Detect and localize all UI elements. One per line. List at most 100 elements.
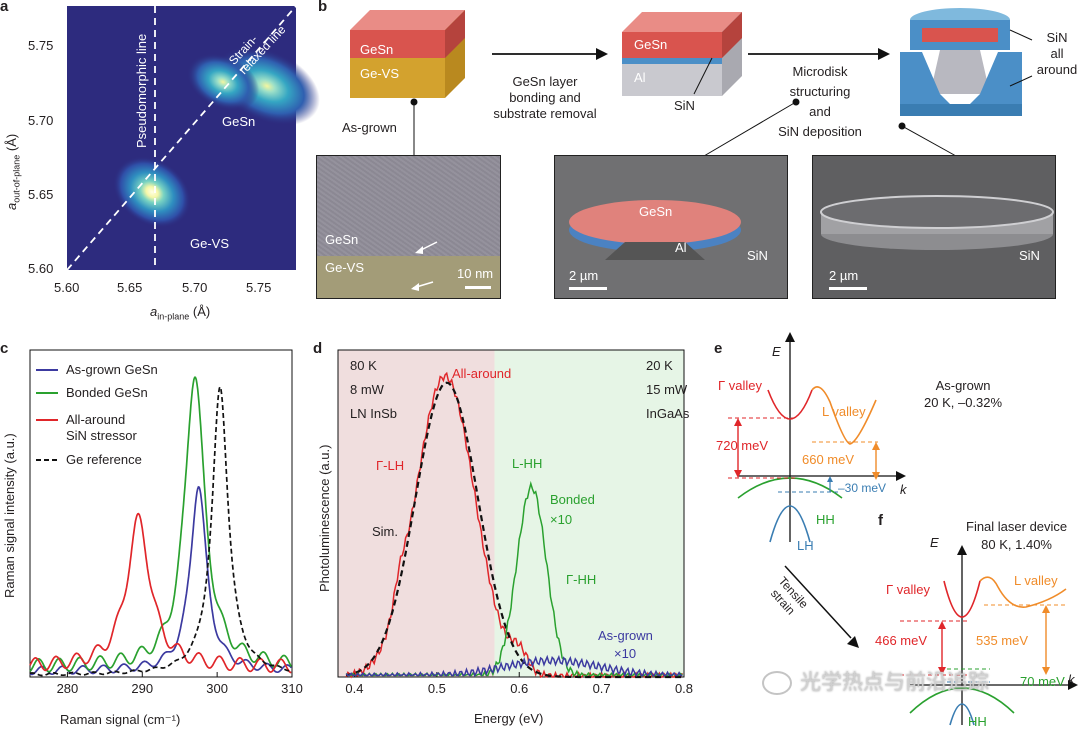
band-diagram-f <box>900 545 1078 726</box>
sin-all-around-pointers <box>1009 29 1033 87</box>
c-legend-label: As-grown GeSn <box>66 362 158 377</box>
microdisk-block <box>900 8 1022 116</box>
a-xlabel: ain-plane (Å) <box>150 304 211 322</box>
panel-a-map <box>66 5 320 271</box>
f-split: 70 meV <box>1020 674 1065 689</box>
c-xtick-label: 280 <box>57 681 79 696</box>
d-ann-lhh: L-HH <box>512 456 542 471</box>
d-right-region <box>494 350 684 677</box>
e-gamma-valley: Γ valley <box>718 378 763 393</box>
c-ylabel: Raman signal intensity (a.u.) <box>2 433 17 598</box>
d-right-condition: 20 K <box>646 358 673 373</box>
e-hh: HH <box>816 512 835 527</box>
sem1-scale: 2 µm <box>569 268 599 283</box>
bonded-block <box>622 12 742 96</box>
c-series-0 <box>29 485 292 676</box>
panel-d-chart: 0.4 0.5 0.6 0.7 0.8 80 K 8 mW LN InSb 20 K 15 mW I… <box>337 349 693 696</box>
sin-all-around-label: SiN all around <box>1036 30 1078 77</box>
e-l-valley: L valley <box>822 404 866 419</box>
sem2-scale: 2 µm <box>829 268 859 283</box>
e-lh: LH <box>797 538 814 553</box>
f-hh: HH <box>968 714 987 729</box>
e-title: As-grown 20 K, –0.32% <box>924 378 1003 410</box>
c-xtick-label: 310 <box>281 681 303 696</box>
gesn-peak-core <box>186 53 260 111</box>
tem-gevs: Ge-VS <box>325 260 365 275</box>
gevs-peak <box>113 156 191 228</box>
e-axis-e: E <box>772 344 781 359</box>
panel-letter-c: c <box>0 340 9 357</box>
tem-scale: 10 nm <box>457 266 494 281</box>
gevs-label: Ge-VS <box>190 236 230 251</box>
a-ytick: 5.70 <box>28 113 54 128</box>
d-left-condition: 80 K <box>350 358 377 373</box>
e-gap-l: 660 meV <box>802 452 855 467</box>
block2-gesn: GeSn <box>634 37 668 52</box>
band-diagram-e <box>728 332 906 543</box>
d-right-condition: 15 mW <box>646 382 688 397</box>
d-xtick-label: 0.5 <box>428 681 446 696</box>
e-gap-gamma: 720 meV <box>716 438 769 453</box>
panel-c-chart: 280 290 300 310 As-grown GeSn Bonded GeSn All-… <box>29 349 303 696</box>
f-title: Final laser device 80 K, 1.40% <box>966 519 1068 552</box>
c-legend-label: Bonded GeSn <box>66 385 148 400</box>
sem1-gesn: GeSn <box>639 204 673 219</box>
sin-pointer <box>693 57 713 95</box>
d-ann-bonded: Bonded <box>550 492 595 507</box>
a-ytick: 5.75 <box>28 38 54 53</box>
d-left-condition: LN InSb <box>350 406 397 421</box>
c-series-2 <box>29 512 292 674</box>
f-axis-e: E <box>930 535 939 550</box>
d-plot-frame <box>337 349 685 678</box>
d-ann-gammahh: Γ-HH <box>566 572 596 587</box>
f-gap-l: 535 meV <box>976 633 1029 648</box>
d-xlabel: Energy (eV) <box>474 711 544 726</box>
c-legend-label: All-around <box>66 412 125 427</box>
a-xtick: 5.75 <box>246 280 272 295</box>
sem2-pointer <box>898 122 957 157</box>
c-series-3 <box>29 384 292 677</box>
tem-scale-bar <box>465 286 491 289</box>
d-series-1 <box>346 381 683 679</box>
block2-sin: SiN <box>674 98 695 113</box>
a-ylabel: aout-of-plane (Å) <box>4 133 22 210</box>
c-xlabel: Raman signal (cm⁻¹) <box>60 712 181 727</box>
strain-relaxed-line <box>66 5 297 271</box>
sem1-scale-bar <box>569 287 607 290</box>
d-ann-asgrown: As-grown <box>598 628 653 643</box>
c-legend-label: Ge reference <box>66 452 142 467</box>
d-xtick-label: 0.6 <box>510 681 528 696</box>
sem2-sin: SiN <box>1019 248 1040 263</box>
sem-image-1: GeSn Al SiN 2 µm <box>554 155 788 299</box>
block1-gevs: Ge-VS <box>360 66 400 81</box>
f-gap-gamma: 466 meV <box>875 633 928 648</box>
as-grown-pointer <box>410 98 418 156</box>
panel-letter-f: f <box>878 512 883 529</box>
c-legend-label: SiN stressor <box>66 428 137 443</box>
d-xtick-label: 0.8 <box>675 681 693 696</box>
pseudomorphic-label: Pseudomorphic line <box>134 33 149 148</box>
d-right-condition: InGaAs <box>646 406 690 421</box>
sem2-scale-bar <box>829 287 867 290</box>
sem1-al: Al <box>675 240 687 255</box>
a-ytick: 5.65 <box>28 187 54 202</box>
d-xtick-label: 0.4 <box>345 681 363 696</box>
d-ann-gammalh: Γ-LH <box>376 458 404 473</box>
tem-image: GeSn Ge-VS 10 nm <box>316 155 501 299</box>
panel-letter-d: d <box>313 340 323 357</box>
a-xtick: 5.60 <box>54 280 80 295</box>
c-plot-frame <box>29 349 293 678</box>
process-arrow-2 <box>748 48 890 60</box>
e-split: –30 meV <box>838 481 887 495</box>
step1-label: GeSn layer bonding and substrate removal <box>493 74 597 121</box>
tensile-strain-arrow <box>784 565 859 648</box>
tem-arrows <box>411 241 438 291</box>
d-left-condition: 8 mW <box>350 382 385 397</box>
f-gamma-valley: Γ valley <box>886 582 931 597</box>
as-grown-label: As-grown <box>342 120 397 135</box>
gesn-label: GeSn <box>222 114 256 129</box>
e-axis-k: k <box>900 482 907 497</box>
d-ann-sim: Sim. <box>372 524 398 539</box>
d-xtick-label: 0.7 <box>593 681 611 696</box>
c-xtick-label: 290 <box>131 681 153 696</box>
